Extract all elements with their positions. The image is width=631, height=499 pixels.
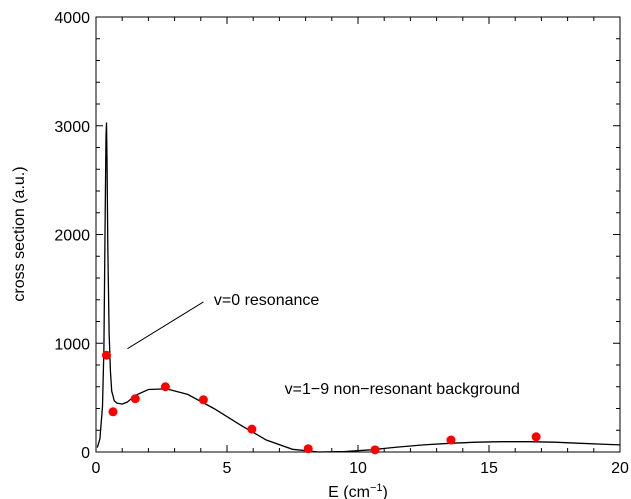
y-tick-label: 2000 bbox=[54, 228, 90, 245]
y-tick-label: 1000 bbox=[54, 336, 90, 353]
x-tick-label: 5 bbox=[223, 460, 232, 477]
annotation-resonance: v=0 resonance bbox=[214, 292, 320, 309]
x-tick-label: 20 bbox=[611, 460, 629, 477]
data-point bbox=[108, 407, 118, 417]
data-point bbox=[531, 432, 541, 442]
y-tick-label: 4000 bbox=[54, 10, 90, 27]
data-point bbox=[160, 382, 170, 392]
y-axis-label: cross section (a.u.) bbox=[11, 166, 28, 301]
data-point bbox=[130, 394, 140, 404]
data-points bbox=[101, 350, 541, 455]
x-axis-label-main: E (cm bbox=[328, 484, 370, 499]
tick-labels: 0 5 10 15 20 0 1000 2000 3000 4000 bbox=[54, 10, 629, 477]
cross-section-curve bbox=[96, 122, 621, 453]
resonance-leader-line bbox=[127, 301, 204, 350]
data-point bbox=[101, 350, 111, 360]
axis-ticks bbox=[95, 16, 621, 453]
data-point bbox=[370, 445, 380, 455]
data-point bbox=[303, 444, 313, 454]
data-point bbox=[247, 424, 257, 434]
x-axis-label-close: ) bbox=[383, 484, 388, 499]
data-point bbox=[446, 435, 456, 445]
x-axis-label-superscript: −1 bbox=[370, 482, 383, 494]
data-point bbox=[198, 395, 208, 405]
y-tick-label: 3000 bbox=[54, 119, 90, 136]
x-tick-label: 10 bbox=[349, 460, 367, 477]
x-tick-label: 15 bbox=[480, 460, 498, 477]
x-axis-label: E (cm−1) bbox=[328, 482, 388, 499]
x-tick-label: 0 bbox=[92, 460, 101, 477]
annotation-background: v=1−9 non−resonant background bbox=[285, 381, 520, 398]
y-tick-label: 0 bbox=[81, 445, 90, 462]
